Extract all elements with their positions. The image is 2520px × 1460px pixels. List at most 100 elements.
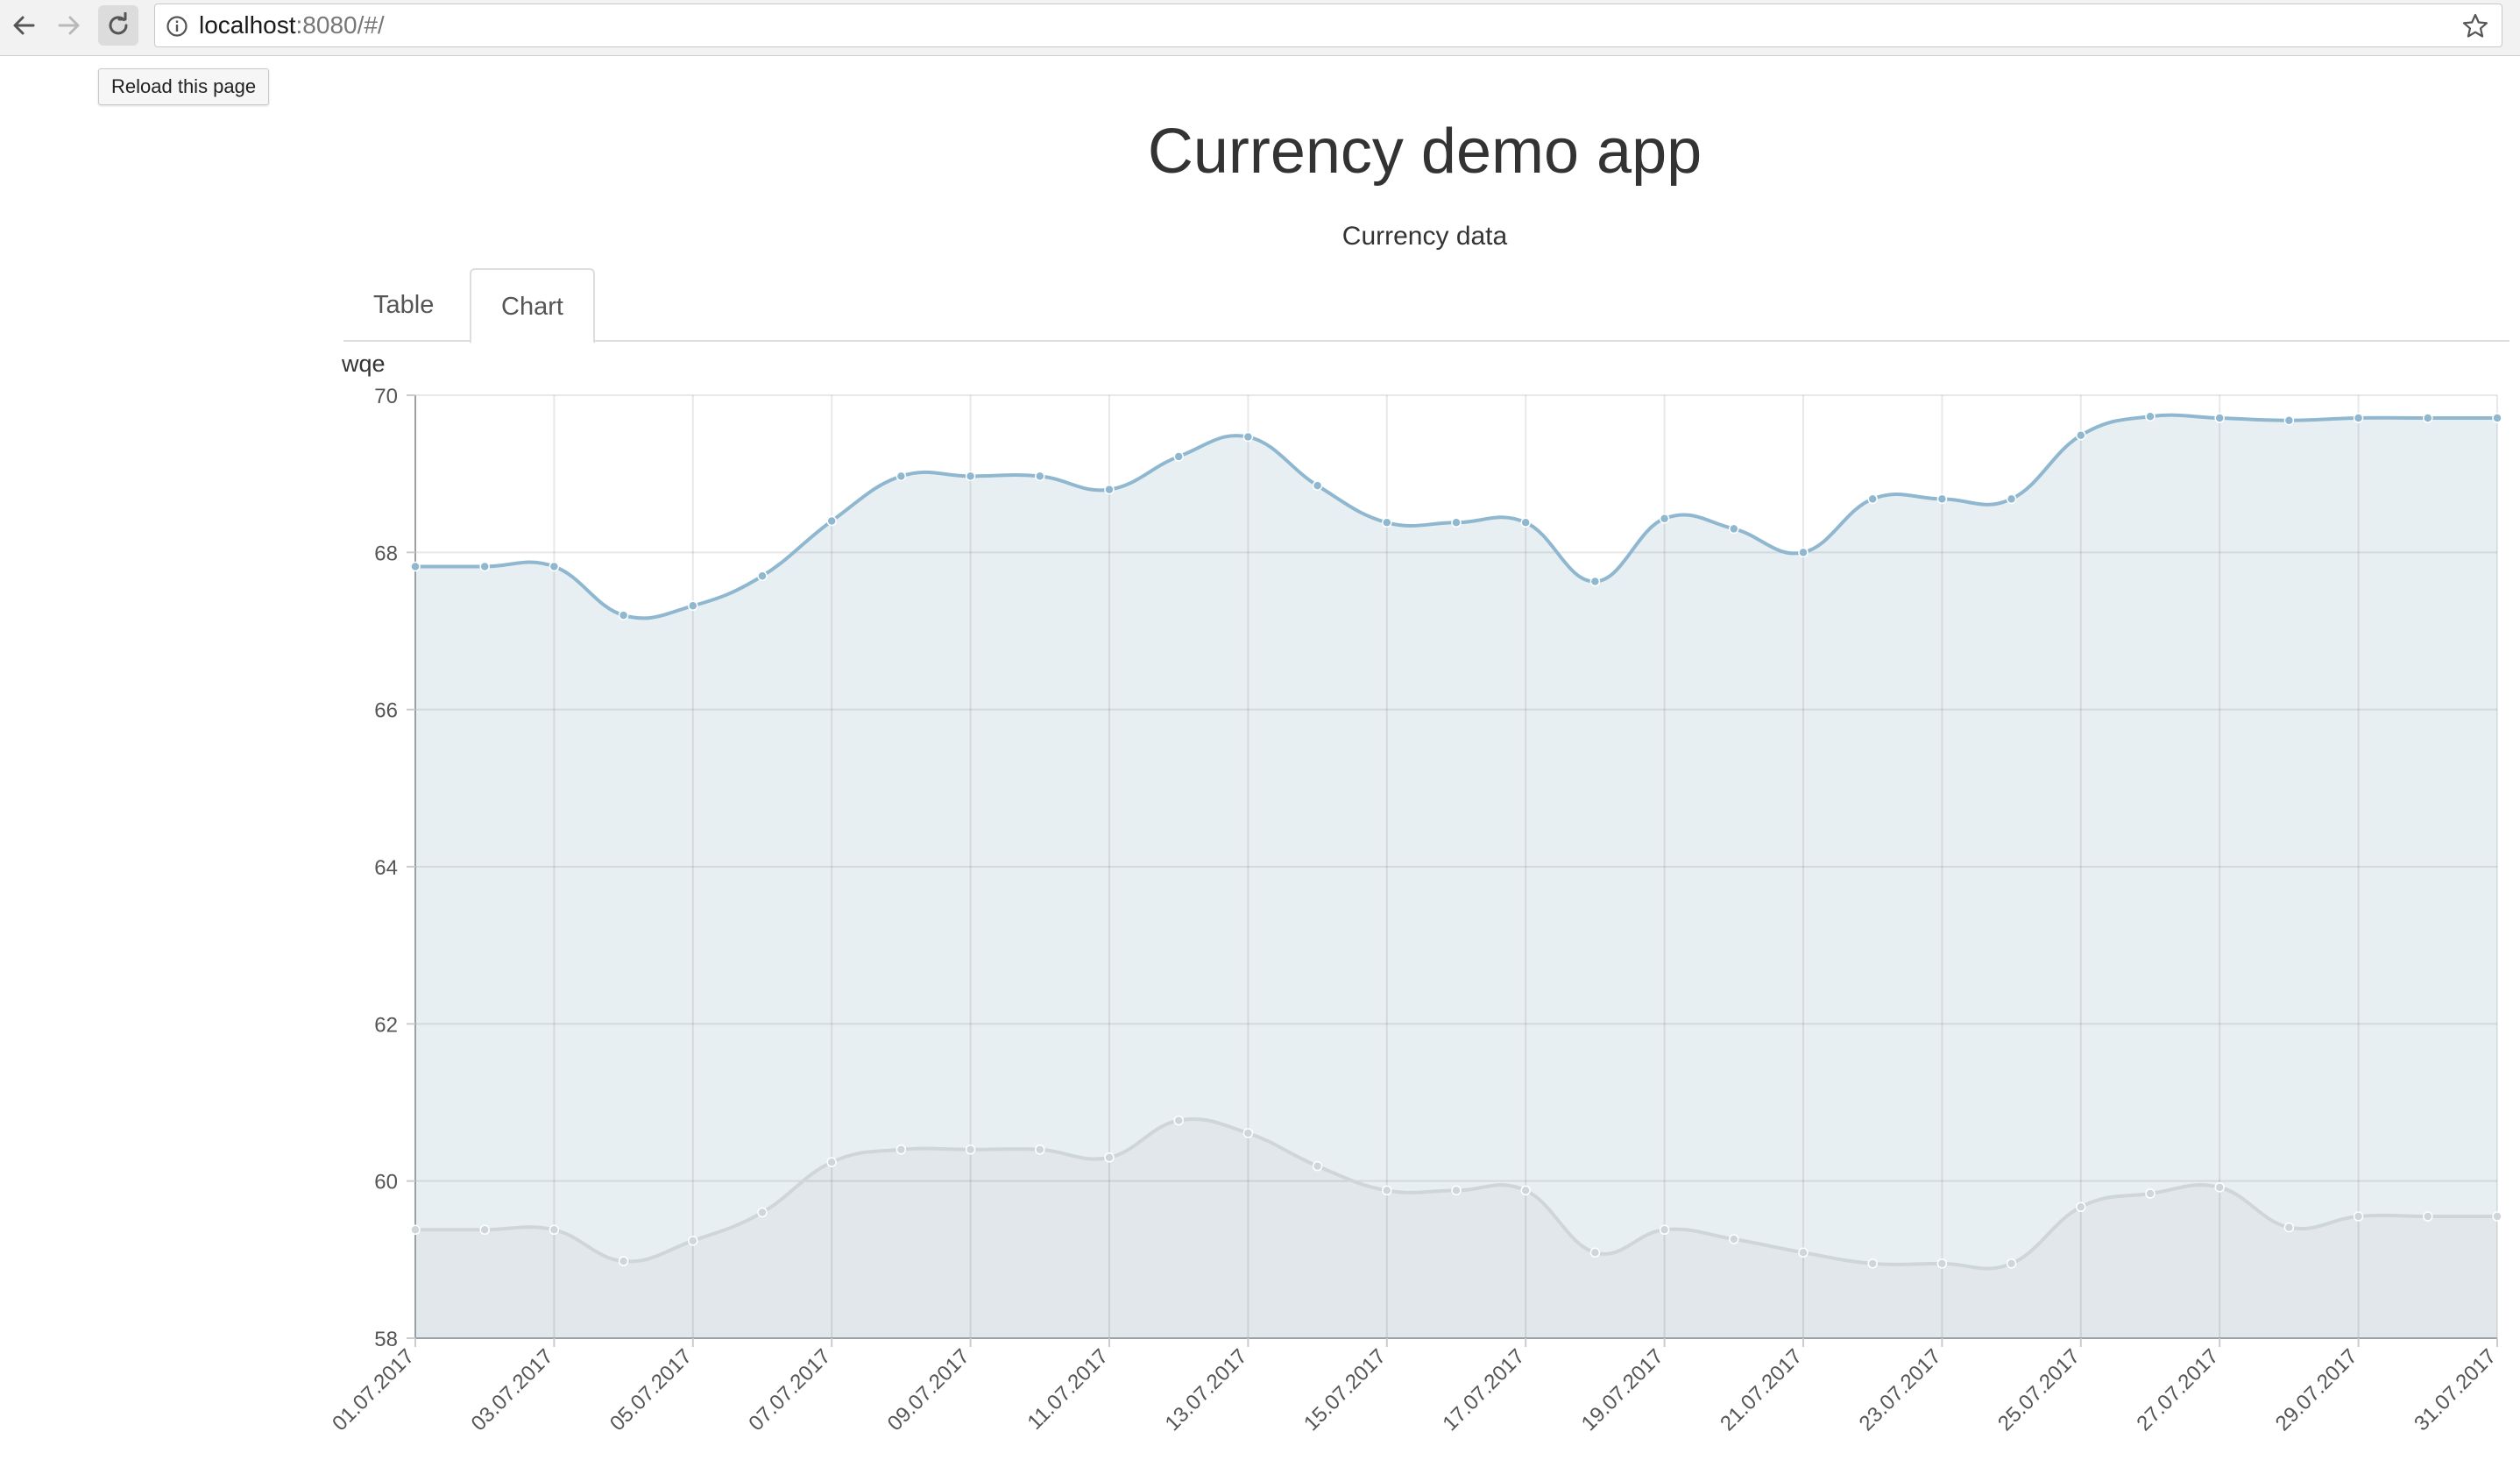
- series-0-point: [2353, 413, 2364, 423]
- series-1-point: [2492, 1211, 2502, 1222]
- series-0-point: [1173, 451, 1184, 462]
- tab-chart[interactable]: Chart: [470, 268, 595, 344]
- series-0-point: [688, 600, 698, 612]
- series-1-point: [1451, 1185, 1462, 1196]
- y-tick-label: 68: [374, 542, 398, 565]
- y-tick-label: 64: [374, 856, 398, 880]
- x-tick-label: 11.07.2017: [1023, 1344, 1113, 1435]
- series-1-point: [1867, 1258, 1878, 1269]
- y-axis-label: wqe: [342, 351, 386, 377]
- series-1-point: [895, 1145, 907, 1155]
- y-tick-label: 60: [374, 1171, 398, 1194]
- x-tick-label: 25.07.2017: [1993, 1344, 2085, 1435]
- x-tick-label: 21.07.2017: [1716, 1344, 1807, 1435]
- series-1-point: [965, 1145, 976, 1155]
- x-tick-label: 27.07.2017: [2132, 1344, 2223, 1435]
- series-0-point: [895, 471, 907, 482]
- tab-table[interactable]: Table: [373, 291, 435, 319]
- series-0-point: [2006, 493, 2017, 505]
- series-0-area: [415, 415, 2497, 1338]
- x-tick-label: 23.07.2017: [1855, 1344, 1946, 1435]
- series-0-point: [2145, 411, 2155, 422]
- series-0-point: [1520, 517, 1531, 528]
- series-1-point: [1382, 1185, 1392, 1196]
- series-0-point: [1312, 480, 1323, 491]
- x-tick-label: 05.07.2017: [605, 1344, 697, 1435]
- tab-bar: Table Chart: [343, 268, 2509, 344]
- series-0-point: [1936, 493, 1948, 505]
- series-1-point: [479, 1224, 490, 1236]
- reload-button[interactable]: [98, 5, 138, 46]
- series-0-point: [757, 571, 768, 581]
- page-subtitle: Currency data: [1341, 222, 1508, 251]
- series-1-point: [549, 1224, 560, 1236]
- series-1-point: [1173, 1115, 1184, 1126]
- series-1-point: [826, 1157, 837, 1167]
- series-1-point: [2145, 1188, 2155, 1199]
- series-0-point: [1867, 493, 1878, 505]
- series-1-line: [415, 1116, 2497, 1271]
- series-1-point: [410, 1224, 421, 1236]
- y-tick-label: 58: [374, 1328, 398, 1351]
- series-1-point: [2353, 1211, 2364, 1222]
- y-tick-label: 62: [374, 1013, 398, 1037]
- forward-button[interactable]: [49, 5, 89, 46]
- x-tick-label: 01.07.2017: [328, 1344, 419, 1435]
- series-0-point: [965, 471, 976, 482]
- series-0-point: [1451, 517, 1462, 528]
- series-1-point: [2283, 1222, 2295, 1233]
- series-1-point: [2214, 1182, 2225, 1193]
- series-1-point: [688, 1236, 698, 1246]
- page-title: Currency demo app: [1147, 117, 1702, 187]
- y-tick-label: 70: [374, 385, 398, 408]
- series-0-point: [549, 561, 560, 572]
- series-1-point: [1589, 1247, 1601, 1258]
- series-1-point: [1798, 1247, 1809, 1258]
- series-1-point: [618, 1256, 629, 1266]
- x-tick-label: 17.07.2017: [1438, 1344, 1529, 1435]
- browser-toolbar: localhost:8080/#/: [0, 0, 2520, 56]
- series-1-point: [2076, 1201, 2086, 1213]
- series-1-point: [1035, 1145, 1045, 1155]
- series-1-point: [1520, 1185, 1531, 1196]
- url-text: localhost:8080/#/: [199, 4, 385, 46]
- series-0-point: [1729, 523, 1739, 535]
- arrow-left-icon: [13, 16, 35, 35]
- x-tick-label: 29.07.2017: [2271, 1344, 2362, 1435]
- series-0-point: [1035, 471, 1045, 482]
- series-0-point: [1104, 484, 1115, 495]
- x-tick-label: 13.07.2017: [1161, 1344, 1252, 1435]
- series-1-point: [1659, 1224, 1670, 1236]
- series-1-point: [2423, 1211, 2433, 1222]
- series-0-point: [479, 561, 490, 572]
- back-button[interactable]: [4, 5, 44, 46]
- series-1-point: [2006, 1258, 2017, 1269]
- url-path: :8080/#/: [295, 11, 385, 39]
- series-0-point: [410, 561, 421, 572]
- series-1-point: [757, 1207, 768, 1218]
- series-0-point: [618, 610, 629, 620]
- arrow-right-icon: [58, 16, 80, 35]
- series-0-point: [1659, 514, 1670, 524]
- series-0-point: [826, 515, 837, 527]
- x-tick-label: 09.07.2017: [883, 1344, 974, 1435]
- info-icon[interactable]: [166, 15, 188, 38]
- reload-icon: [109, 12, 128, 35]
- series-1-point: [1312, 1160, 1323, 1172]
- series-1-point: [1104, 1152, 1115, 1163]
- series-0-point: [2423, 413, 2433, 423]
- x-tick-label: 07.07.2017: [744, 1344, 835, 1435]
- x-tick-label: 03.07.2017: [467, 1344, 558, 1435]
- series-0-point: [1798, 547, 1809, 558]
- star-icon[interactable]: [2461, 12, 2489, 40]
- series-0-line: [415, 413, 2497, 620]
- series-0-point: [2492, 413, 2502, 423]
- reload-tooltip: Reload this page: [98, 68, 270, 105]
- url-host: localhost: [199, 11, 296, 39]
- series-0-point: [1242, 431, 1254, 443]
- series-1-point: [1242, 1128, 1254, 1138]
- address-bar[interactable]: localhost:8080/#/: [154, 4, 2502, 47]
- x-tick-label: 31.07.2017: [2410, 1344, 2501, 1435]
